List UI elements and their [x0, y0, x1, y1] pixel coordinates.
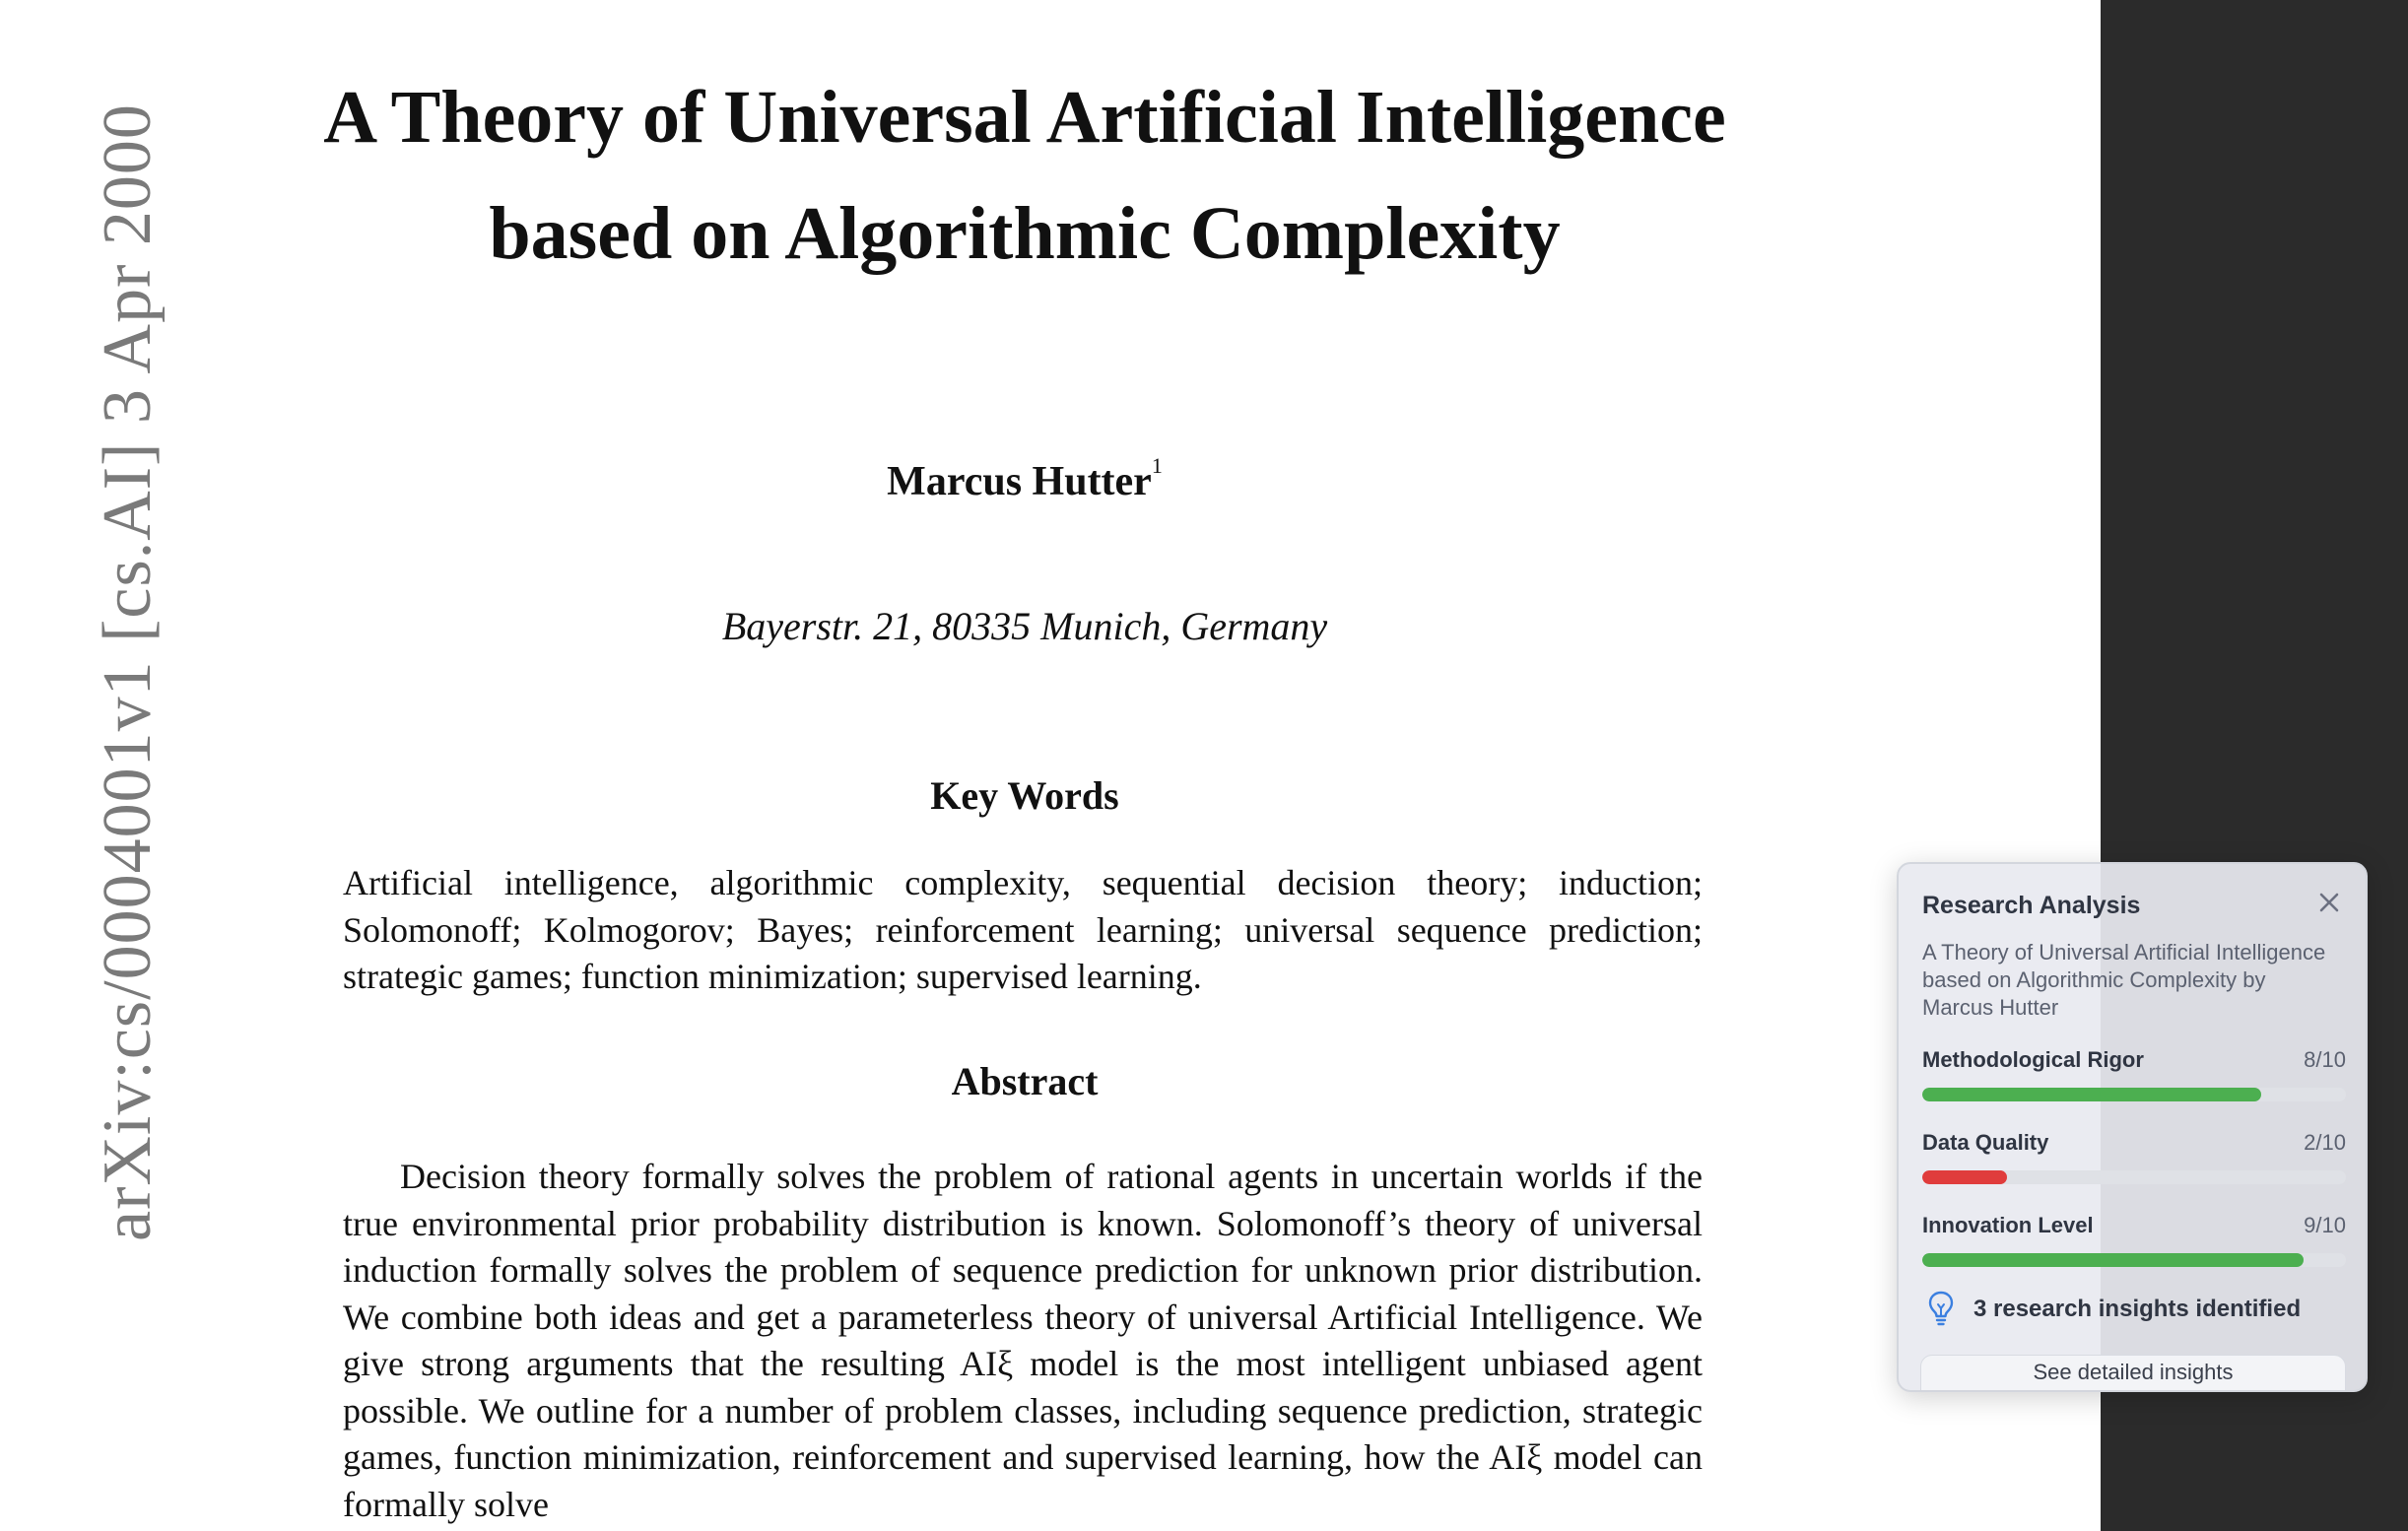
metric-bar-fill: [1922, 1088, 2261, 1101]
paper-author: Marcus Hutter1: [177, 453, 1872, 505]
metric-score: 8/10: [2304, 1047, 2346, 1072]
metric-score: 9/10: [2304, 1213, 2346, 1237]
metric-innovation-level: Innovation Level 9/10: [1922, 1213, 2346, 1272]
pdf-page: arXiv:cs/0004001v1 [cs.AI] 3 Apr 2000 A …: [90, 59, 1872, 1524]
paper-title-line-2: based on Algorithmic Complexity: [489, 192, 1561, 275]
paper-title: A Theory of Universal Artificial Intelli…: [177, 59, 1872, 292]
keywords-text: Artificial intelligence, algorithmic com…: [343, 863, 1703, 996]
see-detailed-insights-button[interactable]: See detailed insights: [1920, 1355, 2346, 1390]
paper-title-line-1: A Theory of Universal Artificial Intelli…: [323, 76, 1726, 159]
author-name: Marcus Hutter: [887, 459, 1152, 504]
close-button[interactable]: [2312, 886, 2346, 919]
close-icon: [2319, 893, 2339, 912]
metric-label: Methodological Rigor: [1922, 1047, 2144, 1072]
metric-data-quality: Data Quality 2/10: [1922, 1130, 2346, 1189]
insights-summary: 3 research insights identified: [1922, 1290, 2346, 1329]
metric-bar-track: [1922, 1170, 2346, 1184]
insights-count-text: 3 research insights identified: [1973, 1296, 2302, 1322]
metric-bar-track: [1922, 1088, 2346, 1101]
metric-bar-fill: [1922, 1253, 2304, 1267]
panel-title: Research Analysis: [1922, 892, 2141, 919]
metric-bar-fill: [1922, 1170, 2007, 1184]
metric-methodological-rigor: Methodological Rigor 8/10: [1922, 1047, 2346, 1106]
metric-label: Data Quality: [1922, 1130, 2049, 1155]
panel-subtitle: A Theory of Universal Artificial Intelli…: [1922, 940, 2326, 1020]
keywords-heading: Key Words: [930, 773, 1119, 818]
metric-score: 2/10: [2304, 1130, 2346, 1155]
author-footnote-marker: 1: [1151, 453, 1163, 478]
metric-label: Innovation Level: [1922, 1213, 2094, 1237]
lightbulb-icon: [1928, 1291, 1954, 1326]
metric-bar-track: [1922, 1253, 2346, 1267]
abstract-heading: Abstract: [951, 1059, 1099, 1103]
author-address: Bayerstr. 21, 80335 Munich, Germany: [721, 604, 1328, 648]
abstract-text: Decision theory formally solves the prob…: [343, 1157, 1703, 1524]
arxiv-identifier-stamp: arXiv:cs/0004001v1 [cs.AI] 3 Apr 2000: [90, 103, 166, 1241]
research-analysis-panel: Research Analysis A Theory of Universal …: [1897, 862, 2368, 1392]
